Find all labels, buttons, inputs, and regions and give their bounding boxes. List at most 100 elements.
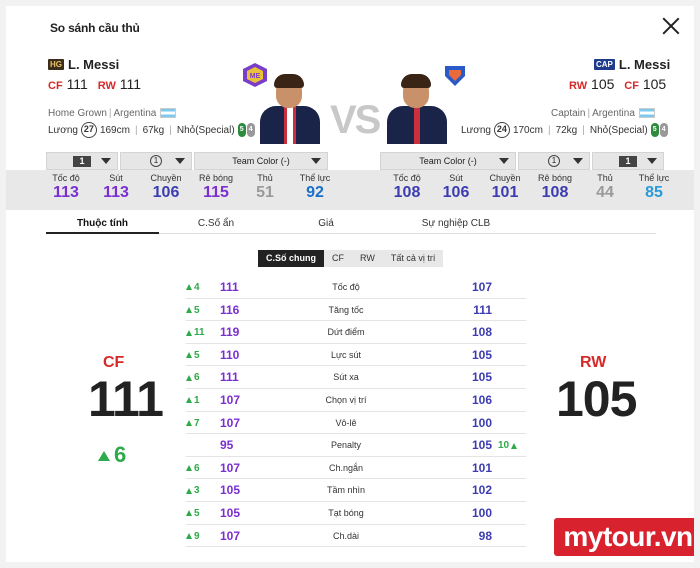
subtab-rw[interactable]: RW xyxy=(360,253,375,263)
left-attribute-value: 107 xyxy=(220,528,241,543)
up-arrow-icon xyxy=(186,510,192,517)
attribute-row: 5 116 Tăng tốc 111 xyxy=(186,299,526,322)
left-body-type: Nhỏ(Special) xyxy=(176,124,235,136)
main-tabs: Thuộc tính C.Số ẩn Giá Sự nghiệp CLB xyxy=(46,214,656,234)
left-player-name: L. Messi xyxy=(68,57,120,73)
left-team-color-dropdown[interactable]: Team Color (-) xyxy=(194,152,328,170)
left-upgrade-value: 1 xyxy=(150,155,162,167)
captain-badge: CAP xyxy=(594,59,615,71)
tab-hidden-stats[interactable]: C.Số ẩn xyxy=(197,218,235,229)
position-subtabs: C.Số chung CF RW Tất cả vị trí xyxy=(258,250,444,267)
right-summary-stat: Tốc độ 108 xyxy=(393,173,421,201)
left-summary-stat: Thủ 51 xyxy=(256,173,274,201)
up-arrow-icon xyxy=(186,284,192,291)
right-main-rating: 105 xyxy=(556,371,637,427)
right-summary-stat: Thủ 44 xyxy=(596,173,614,201)
chevron-down-icon xyxy=(175,158,185,164)
left-summary-stat: Thể lực 92 xyxy=(299,173,331,201)
right-attribute-value: 105 xyxy=(471,347,492,362)
left-main-rating: 111 xyxy=(88,371,164,427)
up-arrow-icon xyxy=(186,465,192,472)
chevron-down-icon xyxy=(499,158,509,164)
right-height: 170cm xyxy=(512,124,543,136)
right-summary-stat: Chuyền 101 xyxy=(489,173,521,201)
watermark-logo: mytour.vn xyxy=(554,518,694,556)
left-diff: 5 xyxy=(186,305,216,316)
right-team-color-value: Team Color (-) xyxy=(419,156,477,166)
left-level-value: 1 xyxy=(73,155,91,167)
left-positions: CF 111 RW 111 xyxy=(48,76,147,92)
left-level-dropdown[interactable]: 1 xyxy=(46,152,118,170)
attribute-name: Tạt bóng xyxy=(328,507,364,518)
left-diff: 5 xyxy=(186,350,216,361)
attribute-name: Vô-lê xyxy=(335,417,357,428)
left-wage-value: 27 xyxy=(80,122,97,138)
page-title: So sánh cầu thủ xyxy=(50,21,140,35)
right-pos2: CF xyxy=(624,80,639,92)
subtab-cf[interactable]: CF xyxy=(332,253,344,263)
left-weight: 67kg xyxy=(142,124,165,136)
compare-dialog: So sánh cầu thủ HG L. Messi CF 111 RW 111… xyxy=(6,6,694,562)
left-diff: 1 xyxy=(186,395,216,406)
subtab-general[interactable]: C.Số chung xyxy=(258,250,324,267)
right-summary-stat: Thể lực 85 xyxy=(638,173,670,201)
right-val2: 105 xyxy=(642,76,667,92)
right-val1: 105 xyxy=(591,76,615,92)
right-upgrade-dropdown[interactable]: 1 xyxy=(518,152,590,170)
left-attribute-value: 105 xyxy=(220,505,241,520)
left-main-position: CF xyxy=(103,354,125,371)
left-upgrade-dropdown[interactable]: 1 xyxy=(120,152,192,170)
attribute-name: Penalty xyxy=(330,440,362,451)
left-team-color-value: Team Color (-) xyxy=(232,156,290,166)
up-arrow-icon xyxy=(186,532,192,539)
left-diff: 6 xyxy=(186,463,216,474)
right-attribute-value: 100 xyxy=(471,505,492,520)
up-arrow-icon xyxy=(186,374,192,381)
attribute-row: 6 111 Sút xa 105 xyxy=(186,366,526,389)
attribute-rows: 4 111 Tốc độ 107 5 116 Tăng tốc 111 11 119 Dứt điể… xyxy=(186,276,526,548)
tab-attributes[interactable]: Thuộc tính xyxy=(76,218,129,229)
left-attribute-value: 107 xyxy=(220,392,241,407)
close-icon[interactable] xyxy=(661,16,681,36)
attribute-name: Dứt điểm xyxy=(327,327,365,338)
right-level-value: 1 xyxy=(619,155,637,167)
up-arrow-icon xyxy=(186,397,192,404)
attribute-name: Chọn vị trí xyxy=(325,394,367,405)
right-level-dropdown[interactable]: 1 xyxy=(592,152,664,170)
left-attribute-value: 107 xyxy=(220,415,241,430)
left-attribute-value: 105 xyxy=(220,483,241,498)
right-attribute-value: 101 xyxy=(471,460,492,475)
left-wage-label: Lương xyxy=(48,124,78,136)
svg-text:ME: ME xyxy=(250,73,261,80)
right-attribute-value: 98 xyxy=(478,528,492,543)
summary-stats-bar: Tốc độ 113 Sút 113 Chuyền 106 Rê bóng 115 Th… xyxy=(6,170,694,210)
attribute-row: 1 107 Chọn vị trí 106 xyxy=(186,389,526,412)
left-pos1: CF xyxy=(48,80,63,92)
attribute-row: 9 107 Ch.dài 98 xyxy=(186,525,526,548)
subtab-all-positions[interactable]: Tất cả vị trí xyxy=(390,253,436,263)
attribute-row: 7 107 Vô-lê 100 xyxy=(186,412,526,435)
tab-price[interactable]: Giá xyxy=(318,218,334,229)
right-attribute-value: 100 xyxy=(471,415,492,430)
attribute-name: Lực sút xyxy=(330,349,362,360)
up-arrow-icon xyxy=(98,451,110,462)
left-rating-diff: 6 xyxy=(98,442,126,468)
right-positions: RW 105 CF 105 xyxy=(569,76,666,92)
chevron-down-icon xyxy=(573,158,583,164)
up-arrow-icon xyxy=(186,306,192,313)
left-attribute-value: 107 xyxy=(220,460,241,475)
club-logo-icon-right xyxy=(445,66,465,86)
right-main-position: RW xyxy=(580,354,607,371)
attribute-name: Tăng tốc xyxy=(328,304,364,315)
right-diff: 10 xyxy=(498,440,518,451)
right-info-line: Captain | Argentina xyxy=(551,108,655,119)
right-attribute-value: 106 xyxy=(471,392,492,407)
left-summary-stat: Tốc độ 113 xyxy=(52,173,80,201)
right-summary-stat: Rê bóng 108 xyxy=(537,173,573,201)
up-arrow-icon xyxy=(186,487,192,494)
right-body-type: Nhỏ(Special) xyxy=(589,124,648,136)
right-team-color-dropdown[interactable]: Team Color (-) xyxy=(380,152,516,170)
tab-club-career[interactable]: Sự nghiệp CLB xyxy=(421,218,491,229)
